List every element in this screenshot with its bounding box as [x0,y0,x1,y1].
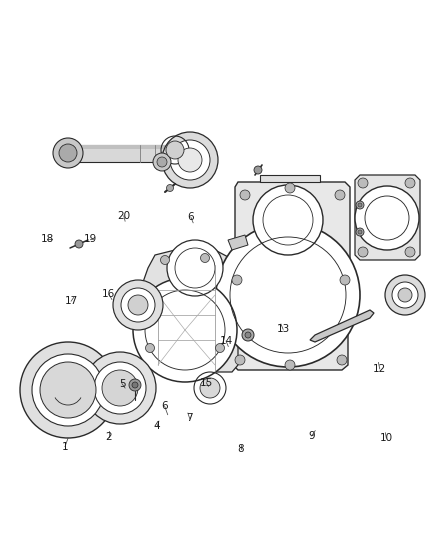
Polygon shape [309,310,373,342]
Circle shape [354,186,418,250]
Circle shape [157,157,166,167]
Circle shape [391,282,417,308]
Circle shape [132,382,138,388]
Text: 10: 10 [379,433,392,443]
Circle shape [59,144,77,162]
Text: 13: 13 [276,325,289,334]
Text: 16: 16 [102,289,115,299]
Circle shape [20,342,116,438]
Text: 4: 4 [153,422,160,431]
Text: 7: 7 [186,414,193,423]
Text: 12: 12 [372,364,385,374]
Circle shape [145,343,154,352]
Text: 17: 17 [64,296,78,306]
Text: 20: 20 [117,211,130,221]
Circle shape [254,166,261,174]
Circle shape [357,178,367,188]
Polygon shape [259,175,319,182]
Circle shape [384,275,424,315]
Bar [58,145,193,149]
Circle shape [339,275,349,285]
Circle shape [84,352,155,424]
Text: 15: 15 [199,378,212,387]
Circle shape [53,138,83,168]
Circle shape [94,362,146,414]
Text: 18: 18 [41,234,54,244]
Polygon shape [140,248,237,372]
Circle shape [166,240,223,296]
Circle shape [404,247,414,257]
Circle shape [215,223,359,367]
Polygon shape [227,235,247,250]
Circle shape [133,278,237,382]
Circle shape [336,355,346,365]
Circle shape [231,275,241,285]
Circle shape [244,332,251,338]
Circle shape [355,201,363,209]
Text: 2: 2 [105,432,112,442]
Text: 6: 6 [161,401,168,411]
Circle shape [284,360,294,370]
Circle shape [252,185,322,255]
Circle shape [357,203,361,207]
Circle shape [40,362,96,418]
Circle shape [160,255,169,264]
Circle shape [357,230,361,234]
Circle shape [102,370,138,406]
Circle shape [153,153,171,171]
Circle shape [234,355,244,365]
Circle shape [215,343,224,352]
Text: 9: 9 [307,431,314,441]
Circle shape [200,254,209,262]
Circle shape [162,132,218,188]
Circle shape [113,280,162,330]
Circle shape [241,329,254,341]
Circle shape [200,378,219,398]
Text: 5: 5 [118,379,125,389]
Circle shape [355,228,363,236]
Polygon shape [354,175,419,260]
Text: 14: 14 [219,336,232,346]
Circle shape [177,148,201,172]
Circle shape [32,354,104,426]
Text: 1: 1 [61,442,68,451]
Text: 8: 8 [237,444,244,454]
Circle shape [166,141,184,159]
Circle shape [404,178,414,188]
Circle shape [75,240,83,248]
Polygon shape [58,145,193,162]
Circle shape [334,190,344,200]
Polygon shape [233,182,349,370]
Circle shape [284,183,294,193]
Circle shape [121,288,155,322]
Circle shape [170,140,209,180]
Text: 19: 19 [83,234,96,244]
Circle shape [397,288,411,302]
Circle shape [129,379,141,391]
Text: 6: 6 [187,213,194,222]
Circle shape [357,247,367,257]
Circle shape [128,295,148,315]
Circle shape [166,184,173,191]
Circle shape [240,190,249,200]
